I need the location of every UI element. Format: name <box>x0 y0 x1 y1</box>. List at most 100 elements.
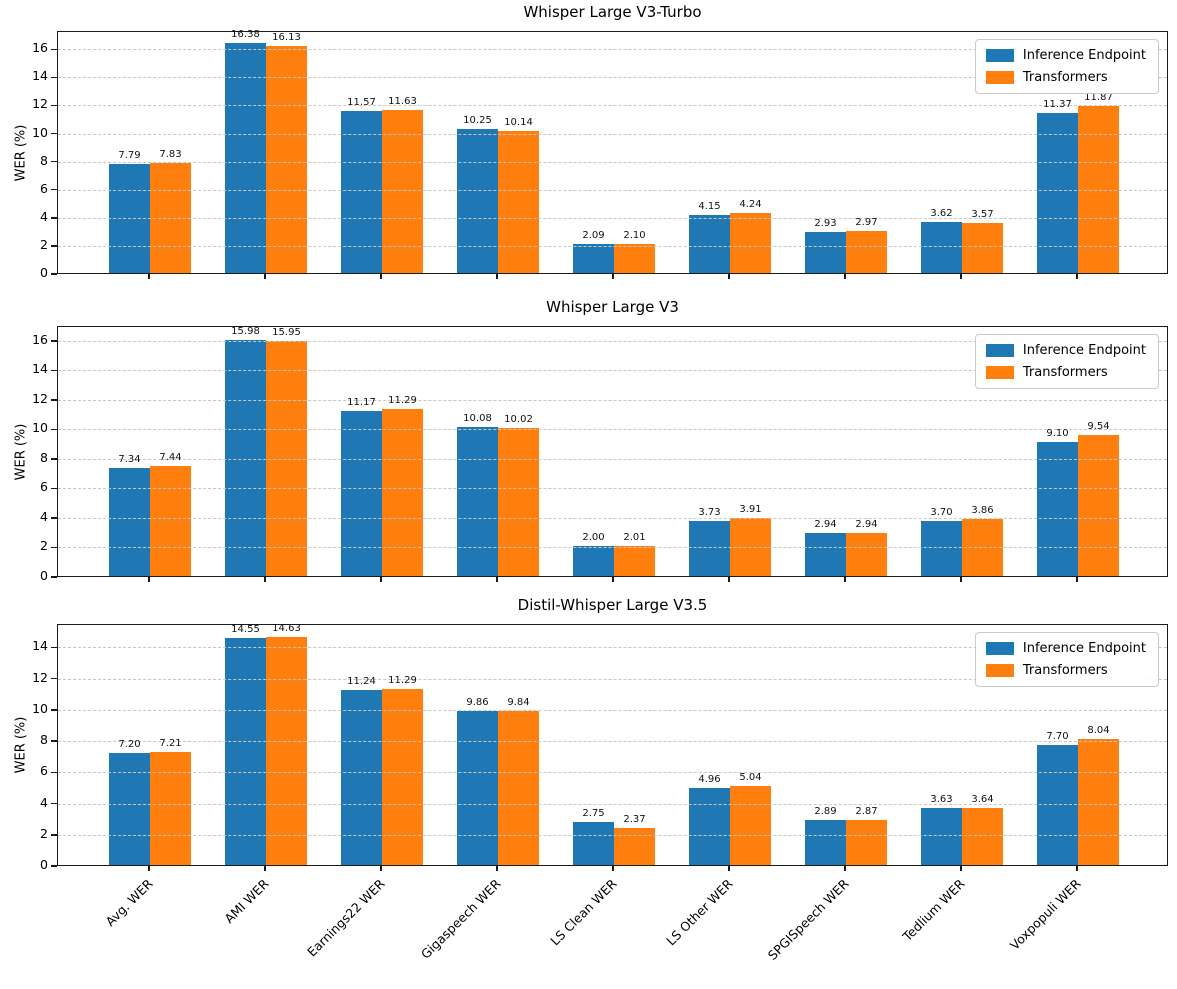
gridline-y12 <box>58 105 1167 107</box>
y-tick-mark <box>51 160 57 163</box>
chart-title: Distil-Whisper Large V3.5 <box>517 596 708 614</box>
bar-inference-endpoint <box>457 711 498 865</box>
bar-inference-endpoint <box>341 689 382 865</box>
plot-area: 7.20 14.55 11.24 9.86 2.75 4.96 2.89 3.63 7.70 7.… <box>57 622 1168 866</box>
plot-area: 7.34 15.98 11.17 10.08 2.00 3.73 2.94 3.70 9.10 7… <box>57 326 1168 577</box>
bar-transformers <box>962 519 1003 576</box>
y-tick-label: 0 <box>40 265 48 280</box>
bar-transformers <box>846 820 887 865</box>
bar-value-label: 11.29 <box>388 395 417 407</box>
gridline-y10 <box>58 133 1167 135</box>
y-tick-label: 16 <box>32 331 48 347</box>
x-tick-mark <box>496 866 498 871</box>
y-tick-label: 4 <box>40 794 48 810</box>
y-tick-mark <box>51 48 57 50</box>
bar-transformers <box>150 466 191 576</box>
gridline-y8 <box>58 161 1167 163</box>
x-tick-mark <box>264 274 266 279</box>
gridline-y4 <box>58 803 1167 805</box>
gridline-y16 <box>58 49 1167 51</box>
x-tick-mark <box>960 274 962 279</box>
x-tick-mark <box>960 577 962 582</box>
x-tick-label: Tedlium WER <box>899 876 968 944</box>
gridline-y8 <box>58 458 1167 460</box>
x-tick-mark <box>612 866 614 871</box>
bar-transformers <box>730 213 771 273</box>
bar-inference-endpoint <box>1037 744 1078 865</box>
bar-transformers <box>962 808 1003 865</box>
bar-inference-endpoint <box>109 467 150 576</box>
bar-value-label: 4.24 <box>739 199 762 211</box>
bar-value-label: 10.02 <box>504 414 533 426</box>
legend-swatch <box>985 49 1014 62</box>
y-tick-label: 14 <box>32 68 48 84</box>
y-tick-mark <box>51 802 57 805</box>
legend: Inference Endpoint Transformers <box>974 632 1159 687</box>
bar-transformers <box>498 711 539 865</box>
bar-value-label: 2.94 <box>814 518 837 530</box>
y-tick-label: 2 <box>40 538 48 554</box>
bar-value-label: 5.04 <box>739 772 762 784</box>
legend-swatch <box>985 366 1014 379</box>
bar-value-label: 7.21 <box>159 738 182 750</box>
x-tick-mark <box>1076 577 1078 582</box>
bar-inference-endpoint <box>921 521 962 576</box>
y-tick-mark <box>51 740 57 742</box>
x-tick-mark <box>960 866 962 871</box>
bar-value-label: 2.75 <box>582 808 605 820</box>
bar-value-label: 3.73 <box>698 506 721 518</box>
x-tick-mark <box>612 577 614 582</box>
y-tick-label: 2 <box>40 236 48 252</box>
y-tick-mark <box>51 458 57 460</box>
gridline-y14 <box>58 77 1167 79</box>
gridline-y6 <box>58 772 1167 774</box>
gridline-y10 <box>58 429 1167 431</box>
bar-value-label: 4.15 <box>698 200 721 212</box>
bar-transformers <box>150 163 191 273</box>
y-tick-mark <box>51 646 57 649</box>
bar-value-label: 7.34 <box>118 453 141 465</box>
y-tick-label: 2 <box>40 825 48 841</box>
bar-value-label: 11.57 <box>347 96 376 108</box>
bar-transformers <box>614 828 655 865</box>
bar-value-label: 10.25 <box>463 115 492 127</box>
x-tick-mark <box>728 577 730 582</box>
bar-transformers <box>730 786 771 865</box>
legend-item: Inference Endpoint <box>985 641 1146 656</box>
y-tick-label: 0 <box>40 568 48 583</box>
bar-inference-endpoint <box>225 340 266 576</box>
bar-value-label: 9.86 <box>466 697 489 709</box>
y-tick-label: 12 <box>32 96 48 112</box>
x-tick-mark <box>844 577 846 582</box>
x-tick-mark <box>728 274 730 279</box>
y-tick-label: 4 <box>40 508 48 524</box>
gridline-y2 <box>58 547 1167 549</box>
bar-value-label: 2.09 <box>582 229 605 241</box>
bar-value-label: 14.63 <box>272 622 301 634</box>
y-tick-label: 6 <box>40 180 48 196</box>
x-tick-label: AMI WER <box>221 876 272 927</box>
gridline-y16 <box>58 340 1167 342</box>
legend-item: Inference Endpoint <box>985 343 1146 358</box>
gridline-y4 <box>58 517 1167 519</box>
bar-inference-endpoint <box>921 222 962 273</box>
bar-value-label: 3.91 <box>739 504 762 516</box>
y-tick-mark <box>51 517 57 519</box>
legend-swatch <box>985 344 1014 357</box>
y-tick-label: 14 <box>32 638 48 654</box>
legend-item: Transformers <box>985 663 1146 678</box>
y-tick-label: 6 <box>40 763 48 779</box>
bar-inference-endpoint <box>225 637 266 865</box>
legend: Inference Endpoint Transformers <box>974 334 1159 389</box>
bar-transformers <box>846 231 887 273</box>
bar-value-label: 10.08 <box>463 413 492 425</box>
bar-value-label: 2.87 <box>855 806 878 818</box>
bar-value-label: 3.64 <box>971 794 994 806</box>
x-tick-label: Voxpopuli WER <box>1006 876 1084 953</box>
y-axis-label: WER (%) <box>13 423 29 480</box>
chart-title: Whisper Large V3-Turbo <box>523 3 702 21</box>
legend: Inference Endpoint Transformers <box>974 39 1159 94</box>
legend-item: Transformers <box>985 365 1146 380</box>
bar-transformers <box>730 518 771 576</box>
